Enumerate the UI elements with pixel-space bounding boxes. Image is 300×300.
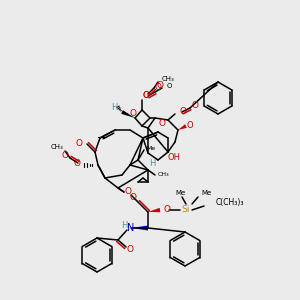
Text: CH₃: CH₃: [158, 172, 169, 178]
Text: O: O: [157, 80, 164, 89]
Text: O: O: [167, 83, 172, 89]
Text: O: O: [158, 119, 166, 128]
Text: O: O: [191, 100, 199, 109]
Text: O: O: [154, 83, 161, 92]
Text: O: O: [129, 109, 136, 118]
Polygon shape: [131, 226, 148, 230]
Text: O: O: [130, 194, 136, 202]
Text: OH: OH: [168, 152, 181, 161]
Text: H: H: [112, 103, 118, 112]
Text: O: O: [61, 151, 68, 160]
Text: O: O: [179, 107, 186, 116]
Text: H: H: [121, 220, 127, 230]
Text: O: O: [127, 244, 134, 253]
Text: Me: Me: [201, 190, 211, 196]
Text: Me: Me: [175, 190, 185, 196]
Polygon shape: [121, 110, 135, 118]
Text: O: O: [164, 206, 171, 214]
Text: O: O: [74, 158, 81, 167]
Text: Me: Me: [146, 146, 155, 151]
Text: O: O: [142, 92, 149, 100]
Text: N: N: [127, 223, 135, 233]
Polygon shape: [178, 124, 187, 130]
Polygon shape: [148, 208, 161, 212]
Text: Si: Si: [182, 206, 190, 214]
Text: C(CH₃)₃: C(CH₃)₃: [216, 199, 244, 208]
Text: CH₃: CH₃: [162, 76, 175, 82]
Text: O: O: [75, 140, 82, 148]
Text: H: H: [149, 160, 155, 169]
Text: O: O: [187, 121, 193, 130]
Text: CH₃: CH₃: [50, 144, 63, 150]
Text: O: O: [124, 188, 131, 196]
Text: O: O: [142, 92, 149, 100]
